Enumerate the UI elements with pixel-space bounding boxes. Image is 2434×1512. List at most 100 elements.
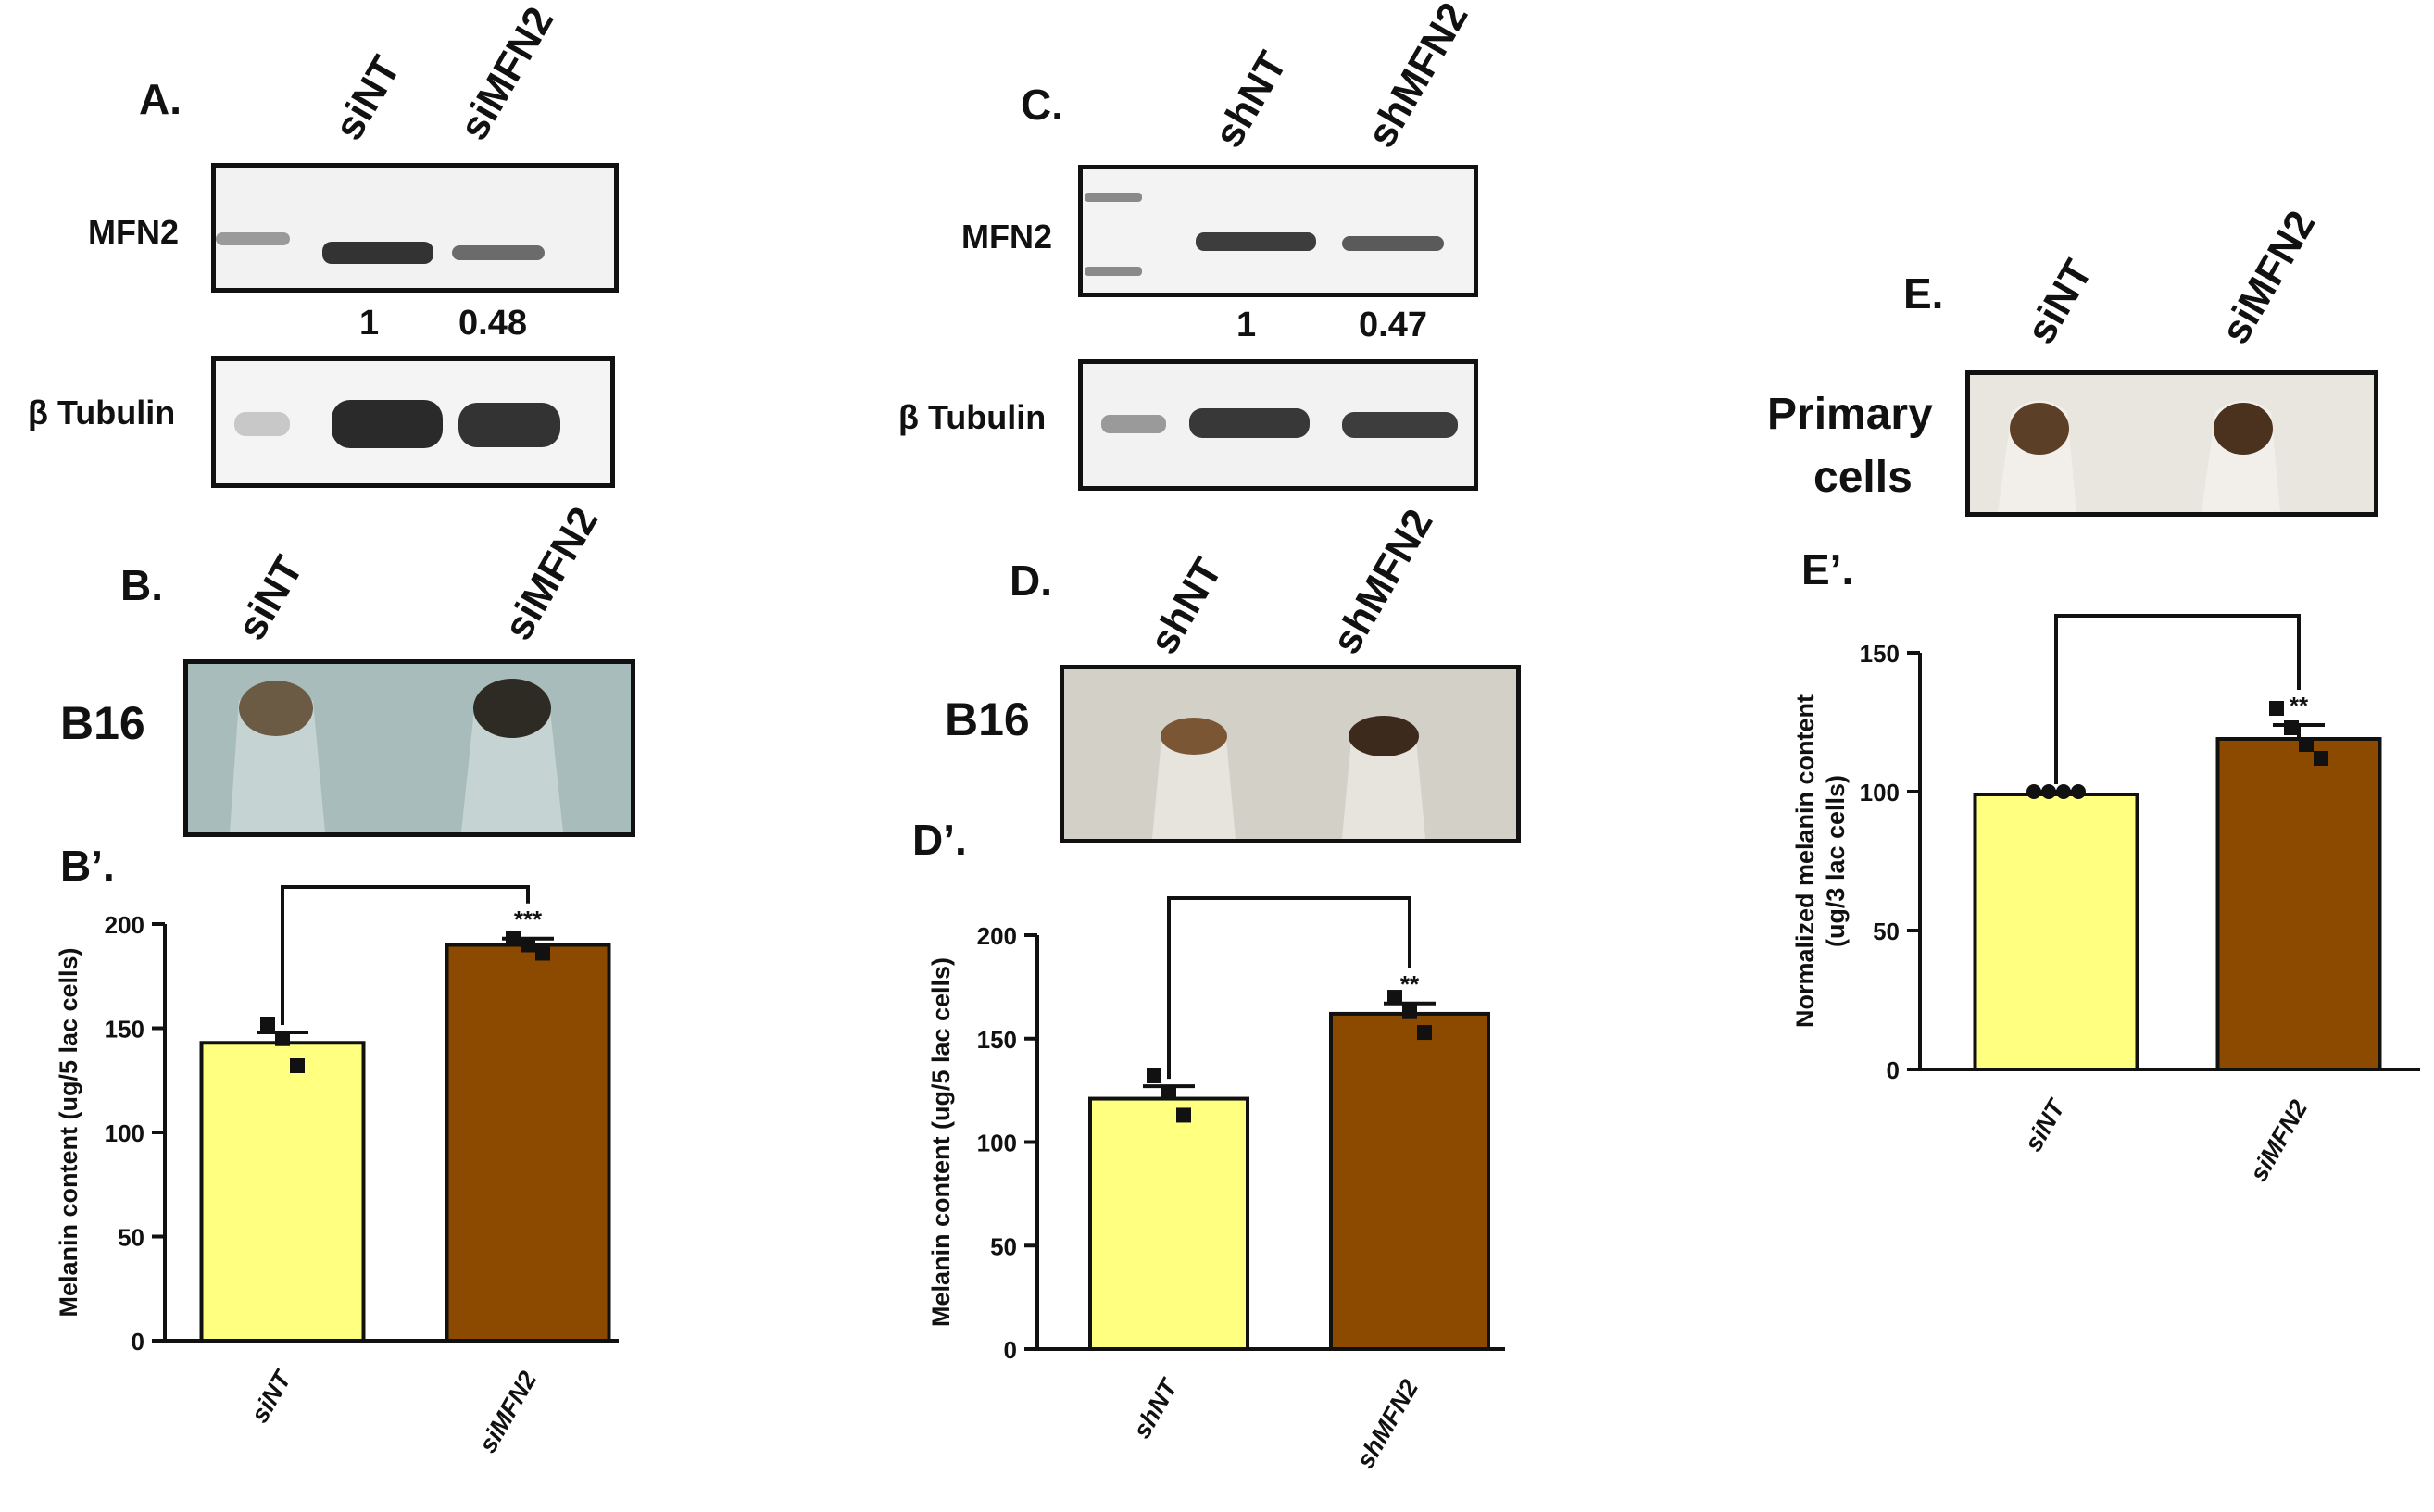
bar-siNT — [199, 1041, 366, 1343]
y-tick-label: 200 — [105, 911, 144, 939]
significance-marker: ** — [2290, 692, 2309, 719]
y-tick-label: 0 — [1887, 1056, 1900, 1084]
y-tick-label: 150 — [105, 1016, 144, 1043]
panel-e-pellet-photo — [1965, 370, 2378, 517]
data-point — [2299, 737, 2314, 752]
panel-a-row-mfn2: MFN2 — [88, 213, 179, 251]
panel-a-tubulin-bands — [234, 400, 560, 448]
panel-e-cell-line-1: Primary — [1767, 390, 1933, 439]
band — [332, 400, 443, 448]
y-tick-label: 150 — [1860, 640, 1900, 668]
panel-c-row-tubulin: β Tubulin — [898, 398, 1047, 436]
panel-a-mfn2-bands — [216, 232, 545, 264]
data-point — [1147, 1068, 1161, 1083]
y-axis-label: Melanin content (ug/5 lac cells) — [927, 957, 955, 1327]
data-point — [2041, 784, 2056, 799]
panel-c-blot-tubulin — [1078, 359, 1478, 491]
data-point — [2056, 784, 2071, 799]
significance-marker: ** — [1400, 970, 1420, 998]
x-tick-label: siNT — [2019, 1093, 2071, 1156]
panel-a-quant-1: 1 — [359, 304, 380, 343]
data-point — [521, 937, 535, 953]
pellet — [473, 679, 551, 738]
data-point — [2284, 720, 2299, 735]
panel-d-pellet-photo — [1060, 665, 1521, 843]
pellet — [2214, 403, 2273, 455]
pellet — [1349, 716, 1419, 756]
panel-a-letter: A. — [139, 75, 182, 123]
panel-b-chart-letter: B’. — [60, 842, 115, 890]
y-tick-label: 100 — [977, 1130, 1017, 1157]
significance-bracket — [2054, 614, 2301, 784]
band — [1101, 415, 1166, 433]
band — [1085, 267, 1142, 276]
y-tick-label: 50 — [990, 1232, 1017, 1260]
data-point — [2026, 784, 2041, 799]
panel-e-chart-letter: E’. — [1801, 545, 1854, 594]
y-tick-label: 200 — [977, 922, 1017, 950]
data-point — [2071, 784, 2086, 799]
panel-b-letter: B. — [120, 561, 163, 609]
y-tick-label: 50 — [118, 1224, 144, 1252]
data-point — [1161, 1084, 1176, 1100]
panel-b-pellet-photo — [183, 659, 635, 837]
band — [234, 412, 290, 436]
y-tick-label: 0 — [1004, 1336, 1017, 1364]
y-tick-label: 0 — [132, 1328, 144, 1356]
y-tick-label: 100 — [1860, 779, 1900, 806]
panel-c-tubulin-bands — [1101, 408, 1458, 438]
panel-b-pellets — [230, 679, 563, 832]
y-tick-label: 50 — [1873, 918, 1900, 945]
panel-a-blot-tubulin — [211, 356, 615, 488]
data-point — [2314, 751, 2328, 766]
y-axis-label: Normalized melanin content — [1791, 694, 1819, 1028]
band — [1342, 412, 1458, 438]
bar-shMFN2 — [1329, 1011, 1490, 1352]
band — [216, 232, 290, 245]
panel-b-cell-line: B16 — [60, 697, 145, 749]
panel-d-chart-letter: D’. — [912, 816, 967, 864]
panel-a-blot-mfn2 — [211, 163, 619, 293]
x-tick-label: siMFN2 — [2244, 1095, 2313, 1186]
y-tick-label: 150 — [977, 1026, 1017, 1054]
panel-a-row-tubulin: β Tubulin — [28, 394, 176, 431]
tube — [1342, 731, 1425, 839]
band — [452, 245, 545, 260]
panel-c-row-mfn2: MFN2 — [961, 218, 1052, 256]
panel-c-mfn2-bands — [1085, 193, 1444, 276]
bar-siNT — [1973, 793, 2139, 1071]
panel-c-blot-mfn2 — [1078, 165, 1478, 297]
pellet — [1161, 718, 1227, 755]
significance-bracket — [281, 885, 530, 1025]
panel-d-letter: D. — [1010, 556, 1052, 605]
data-point — [1417, 1025, 1432, 1041]
panel-c-quant-1: 1 — [1236, 306, 1257, 344]
pellet — [2010, 403, 2069, 455]
panel-e-pellets — [1998, 400, 2280, 512]
data-point — [275, 1031, 290, 1046]
band — [322, 242, 433, 264]
significance-bracket — [1167, 896, 1411, 1080]
data-point — [1402, 1004, 1417, 1019]
pellet — [239, 681, 313, 736]
band — [458, 403, 560, 447]
panel-e-letter: E. — [1903, 269, 1944, 318]
bar-siMFN2 — [445, 943, 611, 1343]
band — [1085, 193, 1142, 202]
tube — [1152, 731, 1236, 839]
band — [1342, 236, 1444, 251]
y-tick-label: 100 — [105, 1119, 144, 1147]
panel-d-cell-line: B16 — [945, 694, 1030, 745]
band — [1196, 232, 1316, 251]
data-point — [1387, 990, 1402, 1006]
panel-e-cell-line-2: cells — [1813, 453, 1913, 502]
panel-d-pellets — [1152, 716, 1425, 839]
data-point — [506, 931, 521, 946]
data-point — [1176, 1107, 1191, 1123]
data-point — [535, 945, 550, 961]
significance-marker: *** — [514, 906, 543, 933]
y-axis-label: Melanin content (ug/5 lac cells) — [55, 947, 82, 1317]
